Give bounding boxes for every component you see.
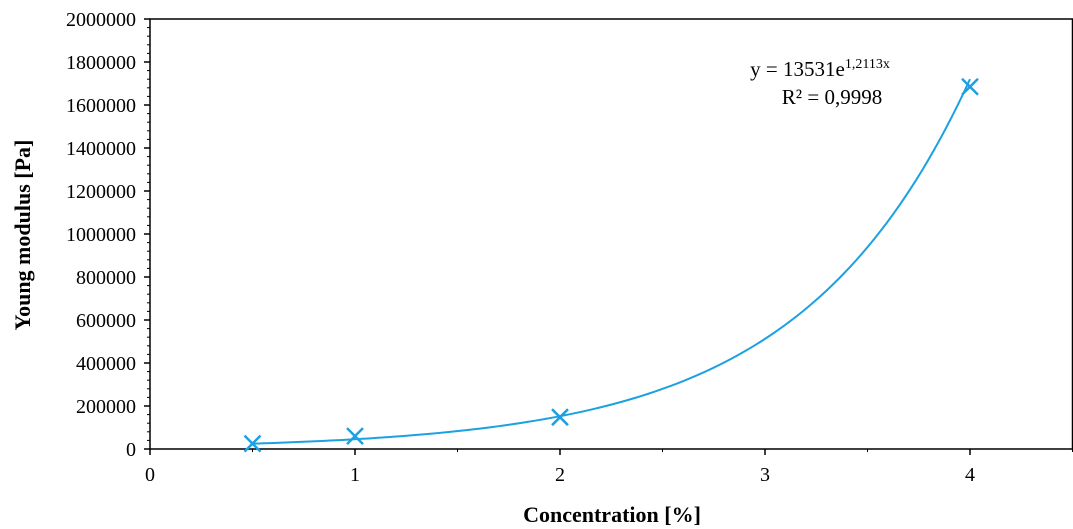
y-tick-label: 1000000	[66, 224, 136, 246]
x-tick-label: 0	[145, 464, 155, 486]
y-tick-label: 2000000	[66, 9, 136, 31]
data-points	[243, 77, 979, 453]
plot-area-border	[149, 18, 1073, 450]
y-tick-label: 200000	[76, 396, 136, 418]
y-tick-label: 1800000	[66, 52, 136, 74]
data-point-stroke	[346, 427, 364, 445]
data-point	[243, 434, 262, 453]
y-tick-label: 1200000	[66, 181, 136, 203]
r-squared-label: R² = 0,9998	[782, 85, 882, 109]
trendline-layer	[252, 78, 971, 445]
data-point	[346, 427, 364, 445]
x-tick-label: 1	[350, 464, 360, 486]
trendline-equation: y = 13531e1,2113x	[750, 57, 890, 81]
equation-exponent: 1,2113x	[845, 57, 890, 72]
x-tick-label: 2	[555, 464, 565, 486]
y-tick-label: 400000	[76, 353, 136, 375]
x-tick-label: 4	[965, 464, 975, 486]
equation-prefix: y = 13531e	[750, 57, 845, 81]
data-point	[551, 408, 569, 427]
y-tick-label: 600000	[76, 310, 136, 332]
exponential-trendline	[252, 78, 971, 445]
data-point-stroke	[961, 77, 979, 96]
y-tick-label: 0	[126, 439, 136, 461]
y-axis-title: Young modulus [Pa]	[10, 140, 35, 331]
y-tick-label: 800000	[76, 267, 136, 289]
x-tick-label: 3	[760, 464, 770, 486]
data-point	[961, 77, 979, 96]
data-point-stroke	[551, 408, 569, 427]
y-tick-label: 1600000	[66, 95, 136, 117]
data-point-stroke	[243, 434, 262, 453]
x-axis-title: Concentration [%]	[523, 502, 701, 527]
axes: 0 200000 400000 600000 800000 1000000 1200000 1…	[66, 9, 1073, 486]
y-tick-label: 1400000	[66, 138, 136, 160]
